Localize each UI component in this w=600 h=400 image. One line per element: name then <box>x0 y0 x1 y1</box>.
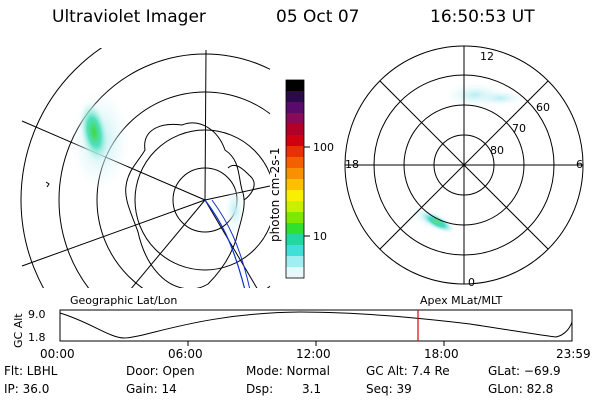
colorbar <box>286 80 304 279</box>
colorbar-frame <box>285 79 305 279</box>
colorbar-segment <box>286 157 304 169</box>
colorbar-segment <box>286 234 304 246</box>
colorbar-segment <box>286 256 304 268</box>
mlt-label-0: 0 <box>468 276 475 289</box>
mlt-line <box>379 80 549 250</box>
colorbar-label: photon cm-2s-1 <box>268 148 282 243</box>
dsp-value: 3.1 <box>302 382 322 396</box>
altitude-ytick: 1.8 <box>28 331 46 344</box>
mlat-label-60: 60 <box>536 101 550 114</box>
altitude-xtick: 00:00 <box>40 347 75 361</box>
mlat-label-80: 80 <box>490 144 504 157</box>
gain-field: Gain: 14 <box>126 382 177 396</box>
dsp-label: Dsp: <box>246 382 274 396</box>
aurora-faint <box>476 90 524 106</box>
colorbar-segment <box>286 267 304 279</box>
mode-field: Mode: Normal <box>246 364 330 378</box>
polar-map-label: Apex MLat/MLT <box>420 294 503 307</box>
colorbar-segment <box>286 135 304 147</box>
geographic-map <box>20 48 270 288</box>
altitude-xtick: 23:59 <box>556 347 591 361</box>
island <box>45 181 50 188</box>
meridian <box>204 49 207 201</box>
aurora-faint <box>225 188 245 232</box>
colorbar-segment <box>286 212 304 224</box>
altitude-xtick: 18:00 <box>424 347 459 361</box>
lat-circle <box>58 53 270 288</box>
mlt-label-18: 18 <box>345 158 359 171</box>
seq-field: Seq: 39 <box>366 382 412 396</box>
lat-circle <box>20 48 103 288</box>
geographic-map-label: Geographic Lat/Lon <box>70 294 177 307</box>
date-label: 05 Oct 07 <box>276 7 360 27</box>
mlt-label-12: 12 <box>480 50 494 63</box>
colorbar-segment <box>286 190 304 202</box>
glat-field: GLat: −69.9 <box>488 364 561 378</box>
instrument-title: Ultraviolet Imager <box>52 7 206 27</box>
altitude-ylabel: GC Alt <box>12 313 25 348</box>
altitude-curve <box>59 311 573 339</box>
colorbar-tick-label: 100 <box>313 141 334 154</box>
door-field: Door: Open <box>126 364 195 378</box>
colorbar-tick-label: 10 <box>313 230 327 243</box>
ip-field: IP: 36.0 <box>4 382 50 396</box>
colorbar-segment <box>286 91 304 103</box>
colorbar-segment <box>286 245 304 257</box>
gc-alt-field: GC Alt: 7.4 Re <box>366 364 450 378</box>
mlt-label-6: 6 <box>576 158 583 171</box>
flt-field: Flt: LBHL <box>4 364 58 378</box>
meridian <box>21 199 206 267</box>
satellite-track <box>211 199 251 288</box>
altitude-xtick: 06:00 <box>168 347 203 361</box>
colorbar-segment <box>286 146 304 158</box>
mlat-label-70: 70 <box>512 122 526 135</box>
time-label: 16:50:53 UT <box>430 7 535 27</box>
colorbar-segment <box>286 113 304 125</box>
altitude-ytick: 9.0 <box>28 308 46 321</box>
meridian <box>204 199 258 288</box>
colorbar-segment <box>286 102 304 114</box>
coastline <box>227 164 255 201</box>
altitude-xtick: 12:00 <box>296 347 331 361</box>
altitude-plot <box>59 309 573 346</box>
satellite-track <box>204 199 246 288</box>
colorbar-segment <box>286 124 304 136</box>
colorbar-segment <box>286 179 304 191</box>
colorbar-segment <box>286 80 304 92</box>
polar-map <box>344 45 584 285</box>
continent-outline <box>125 122 245 288</box>
aurora-emission <box>79 100 109 164</box>
colorbar-segment <box>286 201 304 213</box>
aurora-emission <box>419 210 455 234</box>
lat-circle <box>96 91 270 288</box>
colorbar-segment <box>286 223 304 235</box>
colorbar-segment <box>286 168 304 180</box>
meridian <box>131 199 206 288</box>
glon-field: GLon: 82.8 <box>488 382 554 396</box>
